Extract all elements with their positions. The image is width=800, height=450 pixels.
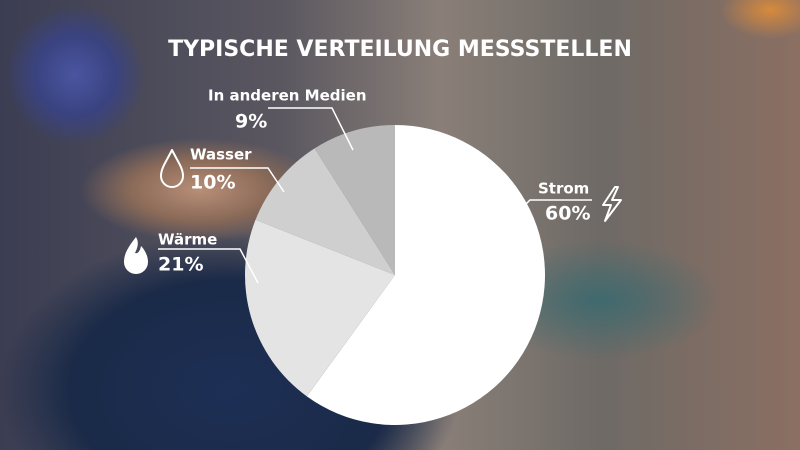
bolt-icon xyxy=(602,186,622,222)
leader-line xyxy=(158,248,259,284)
value-label: 21% xyxy=(158,254,203,276)
pie-slice xyxy=(314,125,395,275)
value-label: 60% xyxy=(545,203,590,225)
category-label: Wasser xyxy=(190,146,252,164)
leader-line xyxy=(190,167,285,193)
value-label: 9% xyxy=(235,111,267,133)
flame-icon xyxy=(124,237,148,274)
pie-slice xyxy=(255,148,395,275)
pie-slice xyxy=(245,219,395,397)
leader-line xyxy=(517,199,592,213)
category-label: Strom xyxy=(538,180,589,198)
category-label: In anderen Medien xyxy=(208,87,367,105)
leader-line xyxy=(268,107,354,151)
chart-title: TYPISCHE VERTEILUNG MESSSTELLEN xyxy=(168,37,632,62)
pie-slice xyxy=(306,125,545,425)
drop-icon xyxy=(160,149,184,188)
value-label: 10% xyxy=(190,172,235,194)
category-label: Wärme xyxy=(158,231,217,249)
